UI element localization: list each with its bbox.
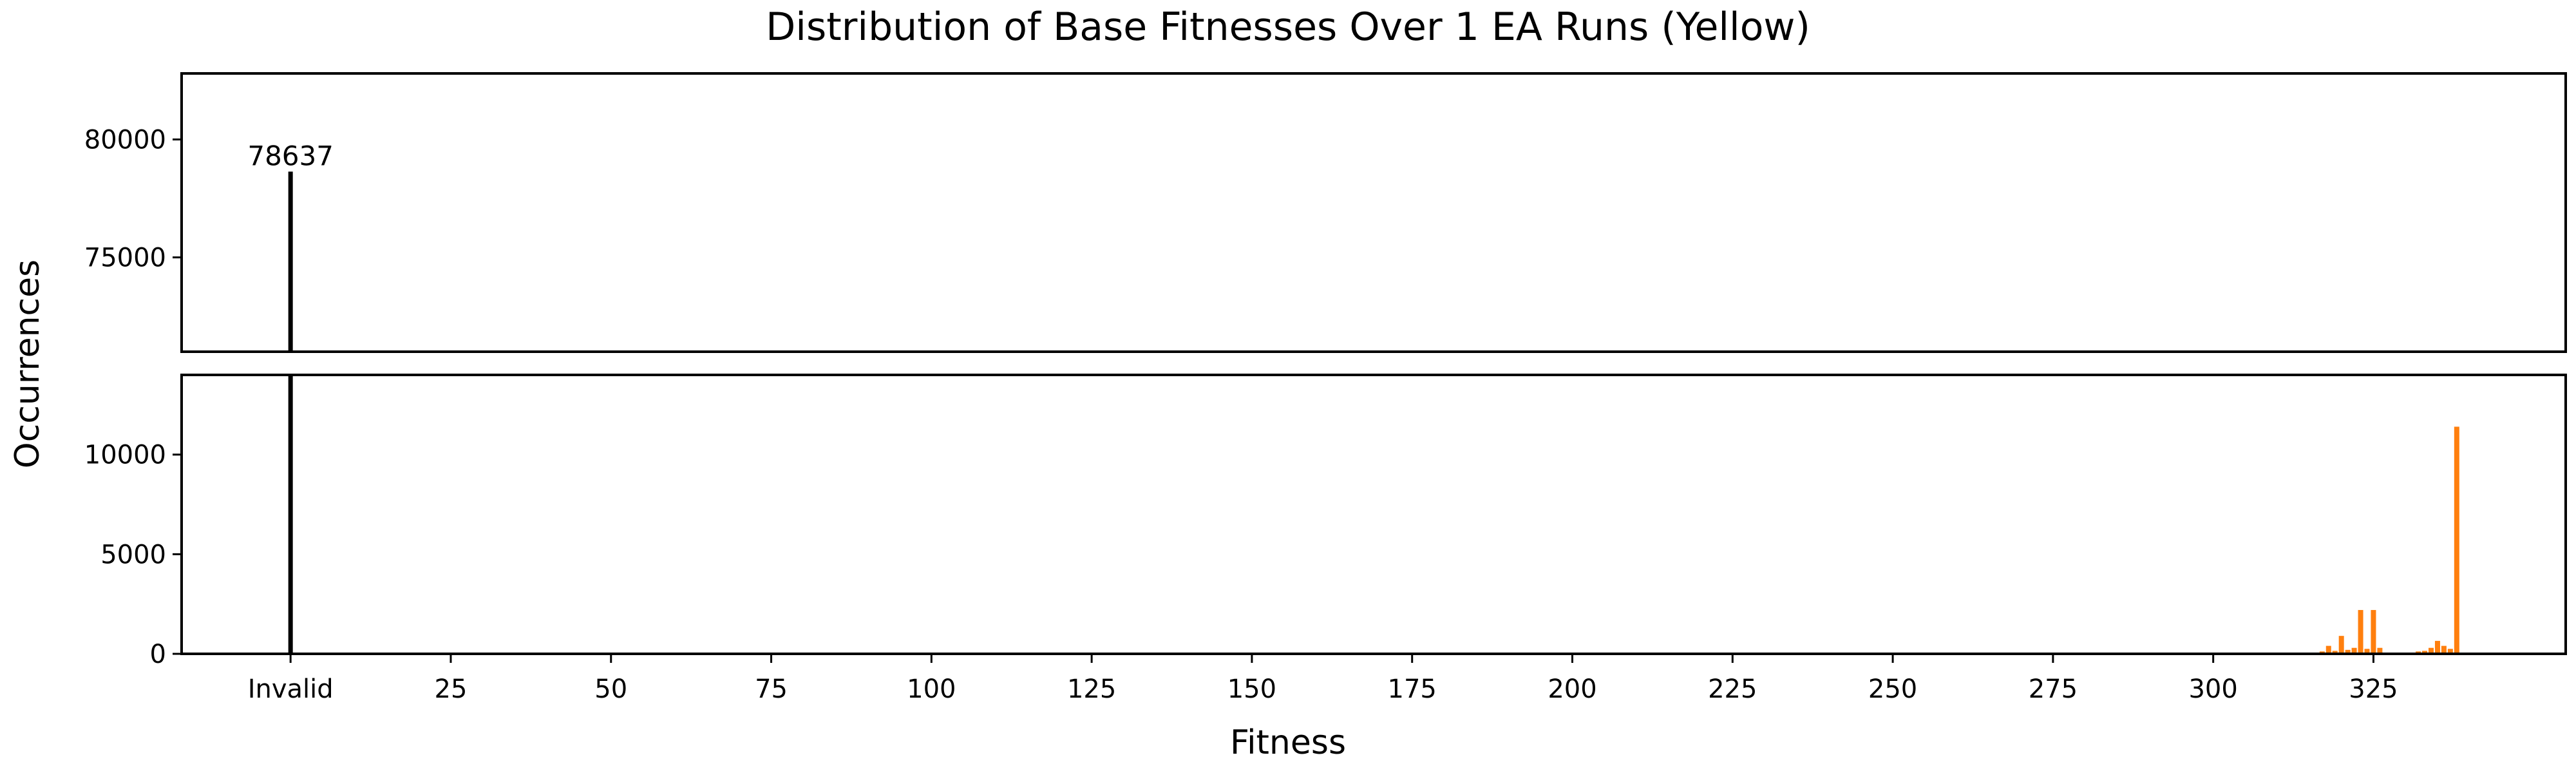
x-axis-label: Fitness bbox=[1230, 723, 1346, 762]
fitness-bar bbox=[2338, 636, 2344, 654]
chart-title: Distribution of Base Fitnesses Over 1 EA… bbox=[766, 5, 1810, 50]
fitness-bar bbox=[2422, 651, 2428, 654]
x-tick-label: 275 bbox=[2029, 674, 2078, 704]
fitness-bar bbox=[2371, 609, 2376, 654]
fitness-bar bbox=[2377, 647, 2383, 654]
x-tick-label: 150 bbox=[1227, 674, 1276, 704]
fitness-bar bbox=[2434, 640, 2440, 654]
fitness-bar bbox=[2429, 647, 2434, 654]
fitness-bar bbox=[2447, 649, 2453, 654]
fitness-bar bbox=[2345, 649, 2351, 654]
x-tick-label: Invalid bbox=[248, 674, 334, 704]
invalid-bar-upper bbox=[288, 171, 293, 352]
x-tick-label: 325 bbox=[2349, 674, 2398, 704]
lower-y-tick-label: 10000 bbox=[84, 441, 166, 470]
x-tick-label: 250 bbox=[1868, 674, 1917, 704]
x-tick-label: 200 bbox=[1548, 674, 1596, 704]
x-tick-label: 100 bbox=[907, 674, 956, 704]
invalid-bar-value-label: 78637 bbox=[247, 140, 334, 171]
y-axis-label: Occurrences bbox=[8, 260, 47, 468]
x-tick-label: 125 bbox=[1067, 674, 1116, 704]
x-tick-label: 50 bbox=[594, 674, 627, 704]
lower-y-tick-label: 0 bbox=[150, 640, 166, 669]
x-tick-label: 75 bbox=[755, 674, 788, 704]
fitness-bar bbox=[2441, 645, 2447, 654]
x-tick-label: 225 bbox=[1708, 674, 1757, 704]
lower-panel-frame bbox=[180, 374, 2567, 655]
fitness-bar bbox=[2351, 647, 2357, 654]
fitness-bar bbox=[2358, 609, 2363, 654]
invalid-bar-lower bbox=[288, 375, 293, 654]
lower-y-tick-label: 5000 bbox=[100, 540, 166, 569]
upper-y-tick-label: 80000 bbox=[84, 126, 166, 155]
upper-y-tick-label: 75000 bbox=[84, 243, 166, 273]
fitness-bar bbox=[2325, 645, 2331, 654]
fitness-bar bbox=[2364, 649, 2370, 654]
fitness-bar bbox=[2454, 426, 2459, 654]
lower-panel: 0 5000 10000 Invalid 25 50 75 100 125 150 175 200 2… bbox=[84, 374, 2567, 704]
x-tick-label: 300 bbox=[2188, 674, 2237, 704]
fitness-bar bbox=[2332, 651, 2338, 654]
upper-panel: 78637 75000 80000 bbox=[84, 72, 2567, 353]
x-tick-label: 25 bbox=[435, 674, 468, 704]
x-tick-label: 175 bbox=[1388, 674, 1437, 704]
upper-panel-frame bbox=[180, 72, 2567, 353]
